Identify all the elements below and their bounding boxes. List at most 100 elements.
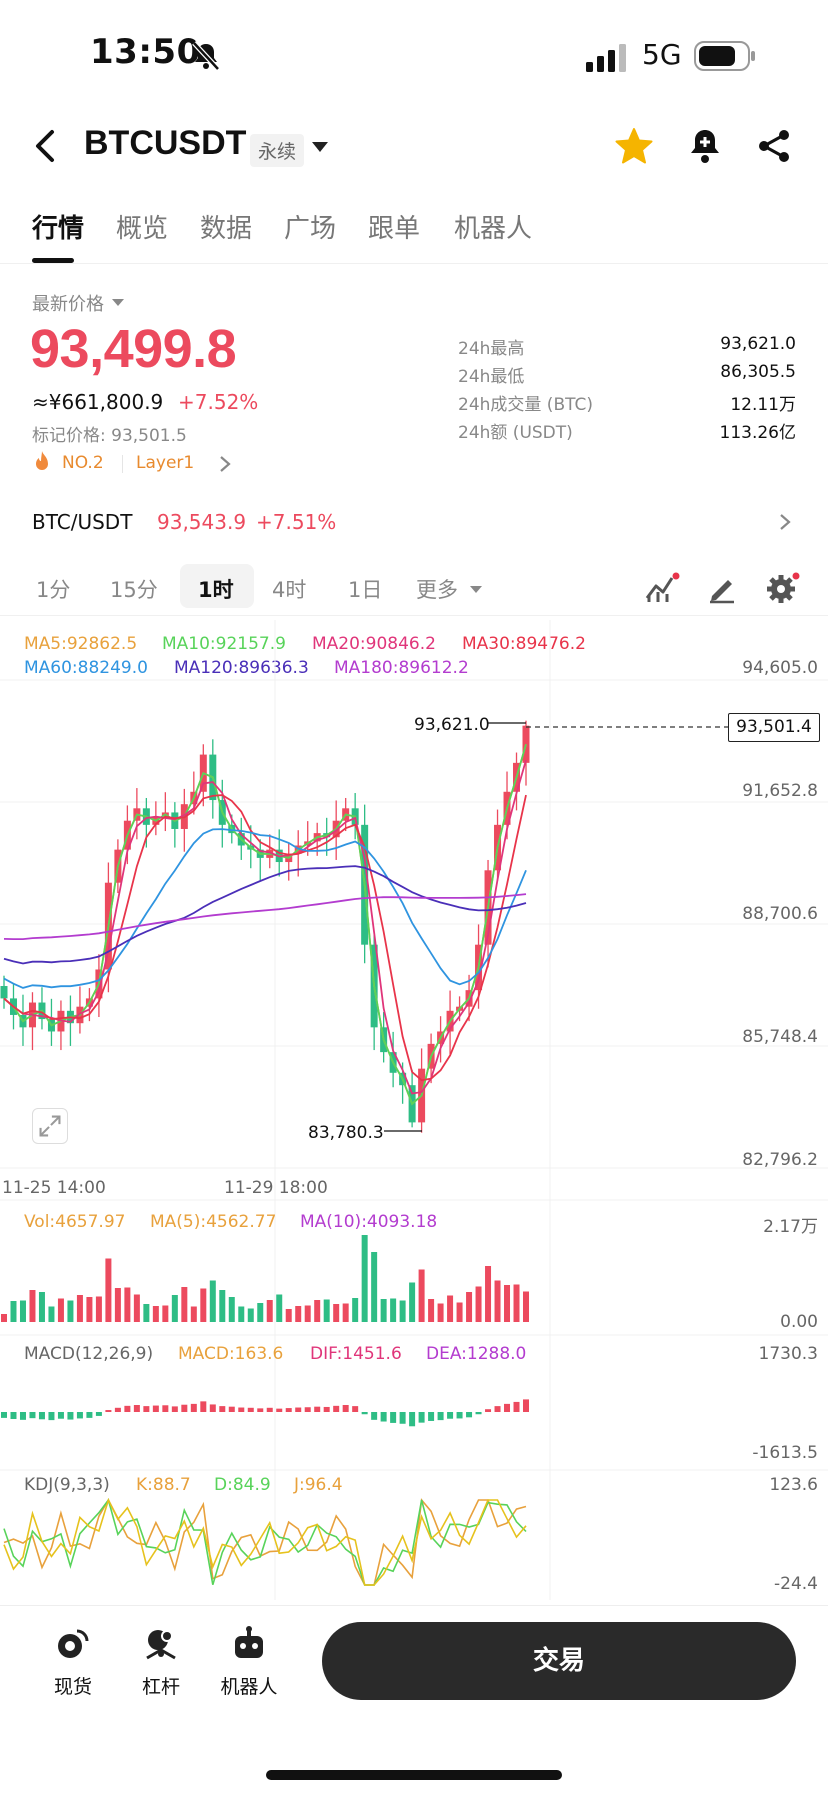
volume-bar bbox=[10, 1301, 17, 1322]
volume-bar bbox=[475, 1286, 482, 1322]
tab-square[interactable]: 广场 bbox=[284, 214, 337, 244]
volume-bar bbox=[266, 1300, 273, 1322]
macd-bar bbox=[105, 1410, 112, 1412]
favorite-star-icon[interactable] bbox=[614, 126, 654, 166]
timeframe-1d[interactable]: 1日 bbox=[348, 578, 383, 602]
macd-bar bbox=[314, 1406, 321, 1412]
macd-bar bbox=[86, 1412, 93, 1418]
chevron-down-icon[interactable] bbox=[312, 142, 328, 152]
macd-axis-bottom: -1613.5 bbox=[752, 1443, 818, 1463]
macd-bar bbox=[399, 1412, 406, 1424]
macd-bar bbox=[285, 1408, 292, 1412]
mark-price: 标记价格: 93,501.5 bbox=[32, 426, 187, 446]
macd-bar bbox=[418, 1412, 425, 1423]
macd-bar bbox=[361, 1412, 368, 1415]
status-bar: 13:50 5G bbox=[0, 0, 828, 110]
macd-bar bbox=[409, 1412, 416, 1427]
cny-price: ≈¥661,800.9 bbox=[32, 390, 164, 414]
volume-bars bbox=[1, 1235, 529, 1322]
stat-label-24h-high: 24h最高 bbox=[458, 339, 525, 359]
macd-bar bbox=[143, 1406, 150, 1412]
caret-down-icon[interactable] bbox=[470, 586, 482, 593]
settings-gear-icon[interactable] bbox=[766, 572, 800, 604]
spot-button[interactable]: 现货 bbox=[28, 1626, 118, 1699]
volume-bar bbox=[285, 1309, 292, 1322]
ma-line-ma30 bbox=[3, 794, 527, 1082]
macd-bar bbox=[494, 1406, 501, 1412]
kline-chart[interactable]: 93,621.0 83,780.3 bbox=[0, 620, 828, 1600]
main-tabs: 行情 概览 数据 广场 跟单 机器人 bbox=[0, 200, 828, 264]
chevron-right-icon[interactable] bbox=[218, 455, 232, 473]
latest-price-label[interactable]: 最新价格 bbox=[32, 294, 104, 315]
volume-bar bbox=[105, 1258, 112, 1322]
stat-label-24h-low: 24h最低 bbox=[458, 367, 525, 387]
macd-bar bbox=[390, 1412, 397, 1423]
kdj-axis-top: 123.6 bbox=[769, 1475, 818, 1495]
price-axis-label: 94,605.0 bbox=[742, 658, 818, 678]
cellular-signal-icon bbox=[586, 44, 626, 72]
timeframe-1h[interactable]: 1时 bbox=[198, 578, 234, 602]
volume-bar bbox=[466, 1292, 473, 1322]
stat-value-24h-high: 93,621.0 bbox=[720, 334, 796, 354]
volume-bar bbox=[513, 1284, 520, 1322]
candle bbox=[0, 986, 8, 999]
kdj-lines bbox=[3, 1497, 527, 1586]
tab-market[interactable]: 行情 bbox=[32, 214, 85, 244]
macd-bar bbox=[485, 1409, 492, 1412]
timeframe-more[interactable]: 更多 bbox=[416, 578, 458, 602]
price-axis-label: 91,652.8 bbox=[742, 781, 818, 801]
candle bbox=[522, 725, 530, 763]
indicator-icon[interactable] bbox=[644, 572, 680, 604]
macd-bar bbox=[95, 1412, 102, 1416]
high-marker: 93,621.0 bbox=[414, 715, 490, 735]
divider bbox=[122, 455, 123, 473]
volume-bar bbox=[48, 1306, 55, 1322]
sector-label[interactable]: Layer1 bbox=[136, 453, 195, 473]
spot-pair-row[interactable]: BTC/USDT 93,543.9 +7.51% bbox=[0, 500, 828, 544]
chevron-right-icon[interactable] bbox=[778, 512, 792, 532]
fullscreen-button[interactable] bbox=[32, 1108, 68, 1144]
bot-button[interactable]: 机器人 bbox=[204, 1626, 294, 1699]
price-axis-label: 85,748.4 bbox=[742, 1027, 818, 1047]
macd-bar bbox=[238, 1407, 245, 1412]
macd-bar bbox=[466, 1412, 473, 1418]
rank-label[interactable]: NO.2 bbox=[62, 453, 104, 473]
tab-bots[interactable]: 机器人 bbox=[454, 214, 533, 244]
trade-button[interactable]: 交易 bbox=[322, 1622, 796, 1700]
tab-overview[interactable]: 概览 bbox=[116, 214, 169, 244]
volume-bar bbox=[152, 1306, 159, 1322]
volume-bar bbox=[418, 1269, 425, 1322]
volume-bar bbox=[95, 1296, 102, 1322]
volume-bar bbox=[371, 1252, 378, 1322]
timeframe-4h[interactable]: 4时 bbox=[272, 578, 307, 602]
tab-copy-trading[interactable]: 跟单 bbox=[368, 214, 421, 244]
volume-bar bbox=[1, 1314, 7, 1322]
robot-icon bbox=[235, 1626, 263, 1658]
volume-bar bbox=[76, 1295, 83, 1322]
share-icon[interactable] bbox=[756, 128, 792, 164]
margin-leverage-icon bbox=[146, 1630, 176, 1660]
volume-bar bbox=[124, 1287, 131, 1322]
kdj-line-d bbox=[3, 1498, 527, 1586]
macd-bar bbox=[380, 1412, 387, 1422]
drawing-pencil-icon[interactable] bbox=[706, 572, 738, 604]
symbol-title[interactable]: BTCUSDT bbox=[84, 124, 247, 162]
volume-bar bbox=[19, 1300, 26, 1322]
volume-bar bbox=[304, 1305, 311, 1322]
timeframe-1m[interactable]: 1分 bbox=[36, 578, 71, 602]
volume-bar bbox=[333, 1304, 340, 1322]
volume-bar bbox=[29, 1290, 36, 1322]
timeframe-15m[interactable]: 15分 bbox=[110, 578, 158, 602]
volume-bar bbox=[162, 1305, 169, 1322]
caret-down-icon[interactable] bbox=[112, 299, 124, 306]
volume-bar bbox=[247, 1308, 254, 1322]
macd-bar bbox=[475, 1412, 482, 1415]
back-arrow-icon[interactable] bbox=[28, 126, 64, 166]
tab-data[interactable]: 数据 bbox=[200, 214, 253, 244]
price-alert-bell-icon[interactable] bbox=[686, 126, 724, 166]
macd-bar bbox=[276, 1408, 283, 1412]
volume-bar bbox=[200, 1288, 207, 1322]
margin-button[interactable]: 杠杆 bbox=[116, 1626, 206, 1699]
macd-bar bbox=[209, 1404, 216, 1412]
stat-value-24h-volume: 12.11万 bbox=[730, 395, 796, 415]
